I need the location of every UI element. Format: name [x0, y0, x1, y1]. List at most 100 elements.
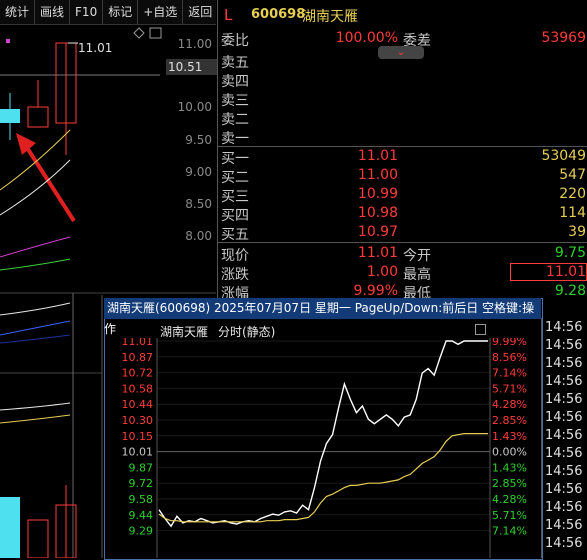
sell-label: 卖一	[221, 131, 249, 147]
kline-high-label: 11.01	[78, 41, 113, 55]
sell-label: 卖五	[221, 55, 249, 71]
pct-tick-label: 1.43%	[492, 461, 527, 474]
buy-price: 11.01	[357, 148, 398, 164]
intraday-chart[interactable]: 11.01 10.87 10.72 10.58 10.44 10.30 10.15 10.01…	[105, 338, 540, 558]
price-tick-label: 10.58	[122, 382, 154, 395]
kline-y-label: 9.50	[185, 133, 212, 147]
marker-icon	[6, 39, 10, 43]
popup-title-bar[interactable]: 湖南天雁(600698) 2025年07月07日 星期一 PageUp/Down…	[104, 298, 541, 336]
quote-marker: L	[224, 6, 233, 24]
tick-time: 14:56	[545, 320, 583, 335]
stat-value: 1.00	[366, 264, 398, 280]
pct-tick-label: 2.85%	[492, 477, 527, 490]
sell-label: 卖二	[221, 112, 249, 128]
kline-y-label: 11.00	[177, 37, 212, 51]
tick-time: 14:56	[545, 518, 583, 533]
stat-value: 9.75	[554, 245, 586, 261]
tick-time: 14:56	[545, 392, 583, 407]
pct-tick-label: 8.56%	[492, 351, 527, 364]
price-tick-label: 11.01	[122, 338, 154, 348]
kline-y-label: 8.00	[185, 229, 212, 243]
buy-volume: 220	[559, 186, 586, 202]
pct-tick-label: 4.28%	[492, 398, 527, 411]
pct-tick-label: 0.00%	[492, 446, 527, 459]
pct-tick-label: 9.99%	[492, 338, 527, 348]
tick-time: 14:56	[545, 410, 583, 425]
price-tick-label: 9.87	[129, 461, 154, 474]
toolbar-btn-f10[interactable]: F10	[70, 0, 104, 24]
buy-volume: 53049	[541, 148, 586, 164]
price-tick-label: 10.72	[122, 367, 154, 380]
pct-tick-label: 2.85%	[492, 414, 527, 427]
kline-price-axis: 11.00 10.00 9.50 9.00 8.50 8.00	[160, 25, 216, 295]
buy-price: 10.99	[357, 186, 398, 202]
window-icon[interactable]	[475, 324, 486, 335]
chart-stock-name: 湖南天雁	[160, 325, 209, 339]
buy-label: 买三	[221, 189, 249, 205]
toolbar-btn-zixuan[interactable]: +自选	[138, 0, 184, 24]
buy-label: 买一	[221, 151, 249, 167]
ma5-line	[0, 159, 71, 216]
average-series-line	[158, 432, 488, 523]
weibi-label: 委比	[221, 33, 249, 49]
weicha-value: 53969	[541, 30, 586, 46]
diamond-icon[interactable]	[133, 27, 145, 39]
buy-price: 11.00	[357, 167, 398, 183]
arrow-head-icon	[16, 133, 36, 155]
tick-time: 14:56	[545, 338, 583, 353]
tick-time: 14:56	[545, 482, 583, 497]
price-tick-label: 9.72	[129, 477, 154, 490]
ma20-line	[0, 236, 71, 258]
price-tick-label: 9.58	[129, 493, 154, 506]
tick-time: 14:56	[545, 356, 583, 371]
price-tick-label: 10.87	[122, 351, 154, 364]
chevron-down-icon[interactable]: ⌄	[378, 46, 424, 59]
toolbar-btn-huaxian[interactable]: 画线	[35, 0, 71, 24]
toolbar-btn-fanhui[interactable]: 返回	[183, 0, 219, 24]
tick-time: 14:56	[545, 428, 583, 443]
stat-label: 最高	[403, 267, 431, 283]
weicha-label: 委差	[403, 33, 431, 49]
price-tick-label: 9.29	[129, 525, 154, 538]
toolbar: 统计 画线 F10 标记 +自选 返回	[0, 0, 219, 25]
window-icon[interactable]	[149, 27, 162, 39]
stat-label: 涨跌	[221, 267, 249, 283]
kline-y-label: 9.00	[185, 165, 212, 179]
pct-tick-label: 1.43%	[492, 430, 527, 443]
tick-time: 14:56	[545, 536, 583, 551]
buy-label: 买四	[221, 208, 249, 224]
stock-code: 600698	[251, 7, 306, 22]
stat-label: 现价	[221, 248, 249, 264]
price-tick-label: 10.30	[122, 414, 154, 427]
tick-time: 14:56	[545, 500, 583, 515]
buy-volume: 547	[559, 167, 586, 183]
price-series-line	[158, 340, 488, 528]
tick-time: 14:56	[545, 464, 583, 479]
candle-up	[27, 106, 49, 128]
arrow-annotation	[22, 141, 76, 223]
buy-volume: 39	[568, 224, 586, 240]
toolbar-btn-tongji[interactable]: 统计	[0, 0, 36, 24]
kline-chart[interactable]	[0, 25, 216, 558]
volume-bar	[0, 497, 20, 558]
kline-y-label: 10.00	[177, 100, 212, 114]
buy-volume: 114	[559, 205, 586, 221]
pct-tick-label: 5.71%	[492, 382, 527, 395]
stat-value: 11.01	[357, 245, 398, 261]
chart-mode: 分时(静态)	[218, 325, 276, 339]
last-price-box: 10.51	[166, 59, 218, 75]
price-tick-label: 9.44	[129, 509, 154, 522]
price-tick-label: 10.15	[122, 430, 154, 443]
kline-y-label: 8.50	[185, 197, 212, 211]
tick-time: 14:56	[545, 446, 583, 461]
sell-label: 卖四	[221, 74, 249, 90]
ma60-line	[0, 258, 71, 271]
buy-price: 10.97	[357, 224, 398, 240]
pct-tick-label: 5.71%	[492, 509, 527, 522]
stat-value: 11.01	[510, 263, 587, 281]
tick-time: 14:56	[545, 374, 583, 389]
buy-label: 买五	[221, 227, 249, 243]
stat-value: 9.28	[554, 283, 586, 299]
pct-tick-label: 7.14%	[492, 525, 527, 538]
toolbar-btn-biaoji[interactable]: 标记	[103, 0, 139, 24]
